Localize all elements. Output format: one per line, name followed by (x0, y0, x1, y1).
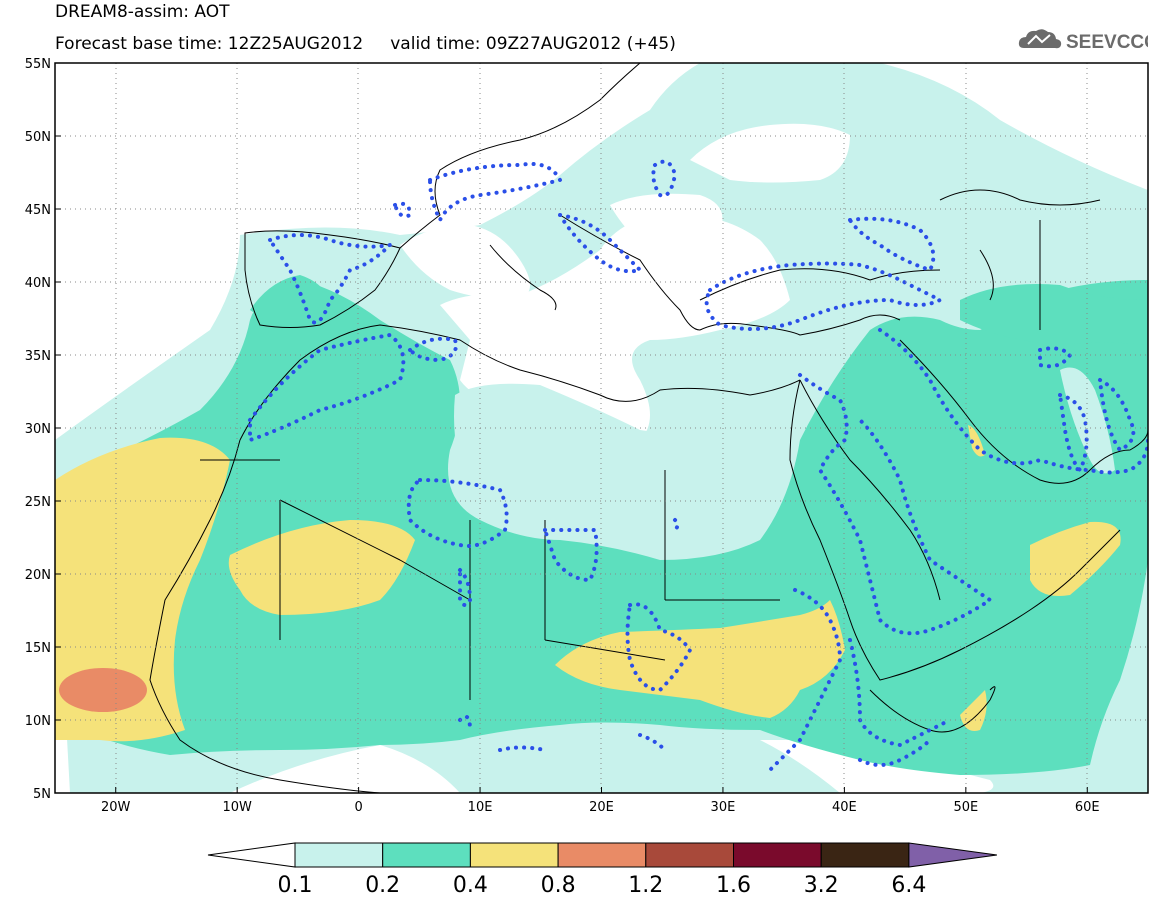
lat-tick-label: 5N (33, 787, 51, 802)
chart-title: DREAM8-assim: AOT (55, 2, 230, 22)
lon-tick-label: 60E (1075, 800, 1100, 815)
lat-tick-label: 15N (25, 641, 51, 656)
colorbar-segment (469, 842, 559, 868)
colorbar-level-label: 3.2 (804, 873, 839, 898)
colorbar-level-label: 6.4 (891, 873, 926, 898)
lat-tick-label: 35N (25, 349, 51, 364)
lat-tick-label: 10N (25, 714, 51, 729)
lat-tick-label: 30N (25, 422, 51, 437)
lat-tick-label: 25N (25, 495, 51, 510)
lon-tick-label: 10E (468, 800, 493, 815)
aot-clear-alps (400, 225, 530, 300)
colorbar-level-label: 1.6 (716, 873, 751, 898)
colorbar-segment (820, 842, 910, 868)
colorbar-segment (294, 842, 384, 868)
lat-tick-label: 45N (25, 203, 51, 218)
colorbar-high-arrow (908, 842, 997, 868)
logo-text: SEEVCCC (1066, 32, 1148, 53)
colorbar-level-label: 0.1 (278, 873, 313, 898)
lat-tick-label: 20N (25, 568, 51, 583)
aot-clear-southeast (760, 740, 994, 793)
colorbar-segment (645, 842, 734, 868)
latitude-axis: 5N 10N 15N 20N 25N 30N 35N 40N 45N 50N 55N (25, 57, 61, 802)
aot-band-0.4-gulf (968, 425, 985, 457)
aot-clear-north (690, 123, 850, 183)
colorbar-segment (382, 842, 471, 868)
lon-tick-label: 20E (589, 800, 614, 815)
dotted-contours (248, 159, 1148, 772)
lon-tick-label: 40E (832, 800, 857, 815)
coastlines (149, 63, 1148, 793)
colorbar-segment (557, 842, 647, 868)
aot-band-0.2-caspian (960, 284, 1148, 345)
colorbar-level-label: 1.2 (628, 873, 663, 898)
aot-band-0.1-libya (454, 383, 790, 546)
seevccc-logo: SEEVCCC (1018, 24, 1158, 56)
cloud-icon: SEEVCCC (1018, 29, 1158, 53)
grid-lines (55, 63, 1148, 793)
longitude-axis: 20W 10W 0 10E 20E 30E 40E 50E 60E (101, 787, 1100, 815)
aot-band-0.4-sahel (555, 600, 845, 718)
colorbar-level-label: 0.2 (365, 873, 400, 898)
colorbar: 0.1 0.2 0.4 0.8 1.2 1.6 3.2 6.4 (207, 842, 997, 898)
aot-band-0.1-gulf (1060, 367, 1115, 474)
lon-tick-label: 10W (222, 800, 252, 815)
colorbar-level-label: 0.4 (453, 873, 488, 898)
aot-band-0.4-oman (1030, 521, 1121, 596)
lon-tick-label: 50E (953, 800, 978, 815)
aot-band-0.4-somalia (960, 690, 987, 731)
lon-tick-label: 30E (711, 800, 736, 815)
aot-band-0.8-senegal (59, 668, 147, 712)
lon-tick-label: 20W (101, 800, 131, 815)
colorbar-segment (733, 842, 822, 868)
lon-tick-label: 0 (354, 800, 362, 815)
colorbar-low-arrow (207, 842, 296, 868)
lat-tick-label: 55N (25, 57, 51, 72)
lat-tick-label: 50N (25, 130, 51, 145)
aot-clear-balkans (610, 193, 723, 256)
aot-band-0.2 (55, 280, 1148, 775)
colorbar-level-label: 0.8 (541, 873, 576, 898)
forecast-time-line: Forecast base time: 12Z25AUG2012 valid t… (55, 34, 676, 54)
lat-tick-label: 40N (25, 276, 51, 291)
